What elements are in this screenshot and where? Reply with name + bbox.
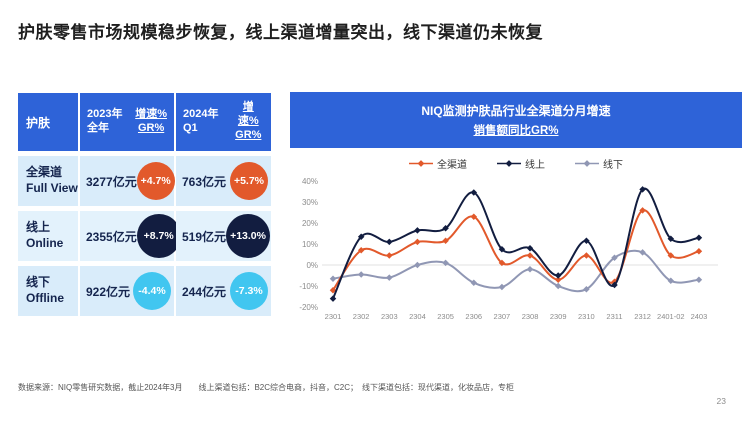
table-row-online-label: 线上 Online	[18, 211, 78, 261]
svg-text:2305: 2305	[437, 312, 454, 321]
value-2023: 922亿元	[86, 284, 131, 299]
svg-text:2307: 2307	[494, 312, 511, 321]
svg-text:0%: 0%	[306, 261, 318, 270]
svg-text:2302: 2302	[353, 312, 370, 321]
legend-marker-icon	[575, 159, 599, 167]
svg-text:2306: 2306	[465, 312, 482, 321]
value-q1: 244亿元	[182, 284, 227, 299]
header-q1-label: 2024年Q1	[183, 108, 219, 134]
svg-text:2401-02: 2401-02	[657, 312, 685, 321]
svg-text:30%: 30%	[302, 198, 318, 207]
header-q1-gr-label: 增速% GR%	[235, 101, 262, 141]
legend-label: 线上	[525, 159, 545, 171]
table-row-offline-label: 线下 Offline	[18, 266, 78, 316]
summary-table: 护肤 2023年 全年 增速% GR% 2024年Q1 增速% GR% 全渠道 …	[18, 93, 271, 316]
table-cell-online-q1: 519亿元 +13.0%	[176, 211, 271, 261]
value-2023: 2355亿元	[86, 229, 137, 244]
svg-text:2310: 2310	[578, 312, 595, 321]
header-2023-gr-label: 增速% GR%	[135, 108, 167, 134]
table-cell-fullview-q1: 763亿元 +5.7%	[176, 156, 271, 206]
svg-text:2312: 2312	[634, 312, 651, 321]
page-title: 护肤零售市场规模稳步恢复，线上渠道增量突出，线下渠道仍未恢复	[18, 23, 543, 42]
growth-bubble: +4.7%	[136, 162, 175, 200]
svg-text:2403: 2403	[691, 312, 708, 321]
table-cell-offline-q1: 244亿元 -7.3%	[176, 266, 271, 316]
svg-text:2308: 2308	[522, 312, 539, 321]
table-cell-offline-2023: 922亿元 -4.4%	[80, 266, 174, 316]
growth-bubble: +8.7%	[136, 214, 181, 258]
growth-bubble: -7.3%	[230, 272, 268, 310]
chart-title-banner: NIQ监测护肤品行业全渠道分月增速 销售额同比GR%	[290, 92, 742, 148]
header-2023-label: 2023年 全年	[87, 108, 123, 134]
table-cell-online-2023: 2355亿元 +8.7%	[80, 211, 181, 261]
svg-text:20%: 20%	[302, 219, 318, 228]
value-q1: 519亿元	[182, 229, 227, 244]
line-chart: 40% 30% 20% 10% 0% -10% -20% 2301 2302 2303 2304 23…	[299, 177, 718, 321]
growth-bubble: -4.4%	[133, 272, 171, 310]
table-header-2024q1: 2024年Q1 增速% GR%	[176, 93, 271, 151]
svg-text:-10%: -10%	[299, 282, 318, 291]
value-2023: 3277亿元	[86, 174, 137, 189]
svg-text:2309: 2309	[550, 312, 567, 321]
svg-text:2304: 2304	[409, 312, 426, 321]
chart-title-line1: NIQ监测护肤品行业全渠道分月增速	[421, 104, 611, 118]
table-row-fullview-label: 全渠道 Full View	[18, 156, 78, 206]
legend-label: 全渠道	[437, 159, 467, 171]
table-header-category: 护肤	[18, 93, 78, 151]
value-q1: 763亿元	[182, 174, 227, 189]
legend-marker-icon	[409, 159, 433, 167]
legend-item: 全渠道	[409, 156, 467, 171]
svg-text:10%: 10%	[302, 240, 318, 249]
svg-text:2311: 2311	[606, 312, 622, 321]
row-label-cn: 全渠道	[26, 165, 63, 180]
svg-text:40%: 40%	[302, 177, 318, 186]
legend-item: 线上	[497, 156, 545, 171]
svg-text:2301: 2301	[325, 312, 342, 321]
table-cell-fullview-2023: 3277亿元 +4.7%	[80, 156, 175, 206]
chart-title-line2: 销售额同比GR%	[473, 125, 559, 137]
legend-label: 线下	[603, 159, 623, 171]
legend-item: 线下	[575, 156, 623, 171]
chart-panel: NIQ监测护肤品行业全渠道分月增速 销售额同比GR% 全渠道 线上 线下 40% 30…	[290, 92, 742, 324]
row-label-en: Offline	[26, 291, 64, 305]
table-header-2023: 2023年 全年 增速% GR%	[80, 93, 174, 151]
row-label-cn: 线下	[26, 275, 51, 290]
row-label-cn: 线上	[26, 220, 51, 235]
svg-text:2303: 2303	[381, 312, 398, 321]
chart-legend: 全渠道 线上 线下	[290, 156, 742, 171]
growth-bubble: +13.0%	[226, 214, 271, 258]
page-number: 23	[716, 396, 726, 406]
row-label-en: Online	[26, 236, 64, 250]
footnote: 数据来源：NIQ零售研究数据，截止2024年3月 线上渠道包括：B2C综合电商，…	[18, 383, 515, 392]
row-label-en: Full View	[26, 181, 78, 195]
legend-marker-icon	[497, 159, 521, 167]
svg-text:-20%: -20%	[299, 303, 318, 312]
growth-bubble: +5.7%	[230, 162, 268, 200]
